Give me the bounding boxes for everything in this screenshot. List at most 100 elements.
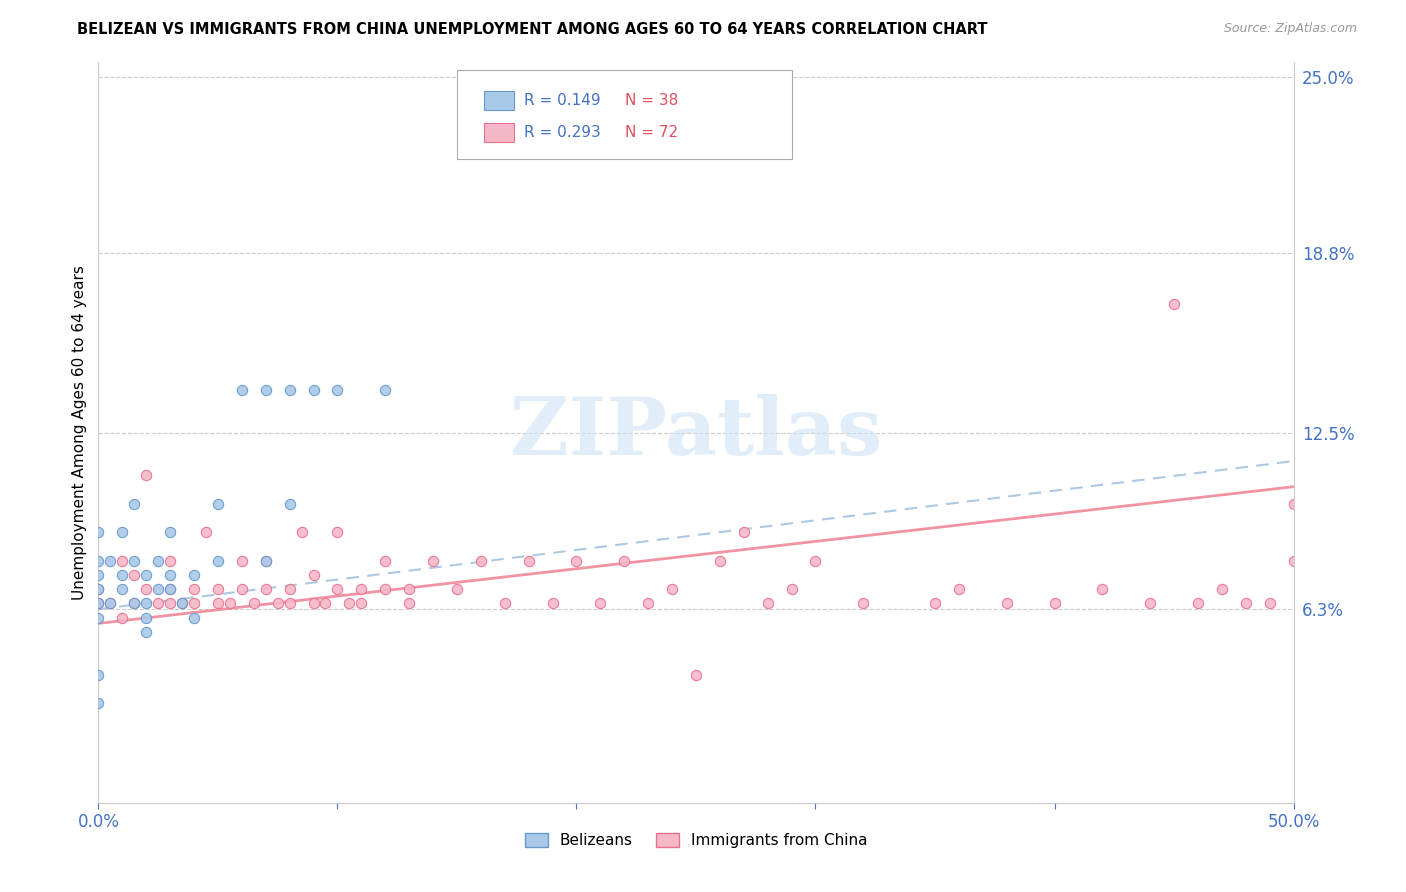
Point <box>124 568 146 582</box>
Point <box>804 554 827 568</box>
Point <box>733 525 755 540</box>
Point <box>111 582 134 597</box>
Point <box>254 383 277 397</box>
Point <box>159 525 181 540</box>
Point <box>517 554 540 568</box>
Point <box>326 582 349 597</box>
Point <box>302 568 325 582</box>
Point <box>87 597 110 611</box>
FancyBboxPatch shape <box>485 123 515 142</box>
Point <box>135 611 157 625</box>
Point <box>124 497 146 511</box>
Point <box>398 597 420 611</box>
Point <box>87 597 110 611</box>
Text: R = 0.293: R = 0.293 <box>524 125 600 140</box>
Point <box>422 554 444 568</box>
Point <box>302 383 325 397</box>
Point <box>195 525 218 540</box>
Point <box>1258 597 1281 611</box>
Point <box>124 597 146 611</box>
Point <box>135 582 157 597</box>
Point <box>98 554 122 568</box>
Point <box>613 554 636 568</box>
Point <box>685 667 707 681</box>
Point <box>231 554 253 568</box>
Point <box>159 568 181 582</box>
Point <box>124 554 146 568</box>
Point <box>243 597 266 611</box>
Point <box>302 597 325 611</box>
Text: BELIZEAN VS IMMIGRANTS FROM CHINA UNEMPLOYMENT AMONG AGES 60 TO 64 YEARS CORRELA: BELIZEAN VS IMMIGRANTS FROM CHINA UNEMPL… <box>77 22 988 37</box>
Point <box>661 582 683 597</box>
Point <box>852 597 875 611</box>
Point <box>207 497 229 511</box>
Point <box>159 554 181 568</box>
Point <box>254 554 277 568</box>
Point <box>231 383 253 397</box>
Point <box>254 582 277 597</box>
FancyBboxPatch shape <box>457 70 792 159</box>
Point <box>135 624 157 639</box>
FancyBboxPatch shape <box>485 91 515 110</box>
Point <box>111 525 134 540</box>
Text: N = 38: N = 38 <box>626 94 679 109</box>
Point <box>111 554 134 568</box>
Point <box>1282 497 1305 511</box>
Point <box>398 582 420 597</box>
Point <box>374 554 396 568</box>
Point <box>148 597 170 611</box>
Point <box>87 611 110 625</box>
Point <box>183 568 205 582</box>
Point <box>780 582 803 597</box>
Point <box>87 554 110 568</box>
Point <box>995 597 1018 611</box>
Point <box>87 667 110 681</box>
Point <box>709 554 731 568</box>
Point <box>183 597 205 611</box>
Point <box>231 582 253 597</box>
Point <box>159 597 181 611</box>
Point <box>172 597 194 611</box>
Point <box>278 597 301 611</box>
Point <box>1187 597 1209 611</box>
Point <box>350 597 373 611</box>
Point <box>1234 597 1257 611</box>
Point <box>207 554 229 568</box>
Point <box>87 582 110 597</box>
Point <box>541 597 564 611</box>
Point <box>87 525 110 540</box>
Point <box>446 582 468 597</box>
Point <box>159 582 181 597</box>
Point <box>207 582 229 597</box>
Point <box>374 383 396 397</box>
Point <box>135 468 157 483</box>
Point <box>315 597 337 611</box>
Point <box>172 597 194 611</box>
Point <box>98 597 122 611</box>
Point <box>589 597 612 611</box>
Point <box>326 383 349 397</box>
Point <box>291 525 314 540</box>
Point <box>565 554 588 568</box>
Point <box>1139 597 1161 611</box>
Point <box>111 568 134 582</box>
Point <box>87 582 110 597</box>
Legend: Belizeans, Immigrants from China: Belizeans, Immigrants from China <box>519 827 873 855</box>
Point <box>350 582 373 597</box>
Y-axis label: Unemployment Among Ages 60 to 64 years: Unemployment Among Ages 60 to 64 years <box>72 265 87 600</box>
Point <box>1091 582 1114 597</box>
Point <box>1163 297 1185 311</box>
Point <box>267 597 290 611</box>
Point <box>207 597 229 611</box>
Point <box>254 554 277 568</box>
Point <box>948 582 970 597</box>
Point <box>183 611 205 625</box>
Point <box>494 597 516 611</box>
Point <box>278 582 301 597</box>
Point <box>219 597 242 611</box>
Point <box>339 597 361 611</box>
Point <box>98 597 122 611</box>
Point <box>278 497 301 511</box>
Text: R = 0.149: R = 0.149 <box>524 94 600 109</box>
Point <box>135 597 157 611</box>
